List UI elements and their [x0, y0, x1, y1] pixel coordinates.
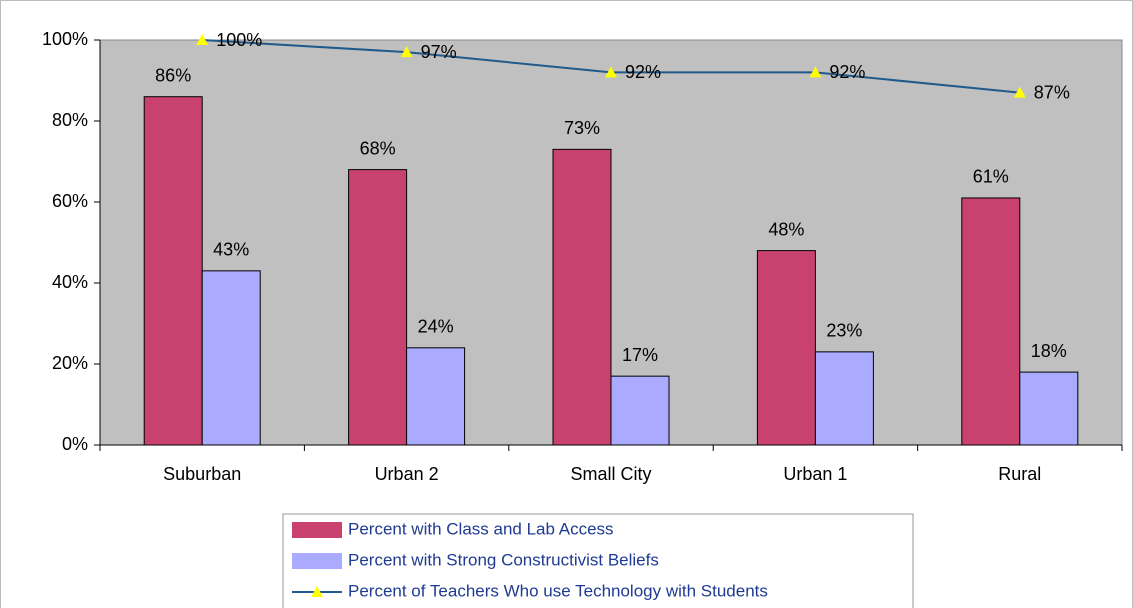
bar [552, 148, 612, 446]
line-value-label: 97% [421, 42, 457, 62]
line-value-label: 100% [216, 30, 262, 50]
x-tick-label: Urban 2 [375, 464, 439, 484]
x-tick-label: Small City [570, 464, 651, 484]
bar [143, 96, 203, 446]
bar-value-label: 86% [155, 65, 191, 85]
bar [814, 351, 874, 446]
bar [348, 169, 408, 446]
bar [201, 270, 261, 446]
bar-value-label: 18% [1031, 341, 1067, 361]
bar-value-label: 68% [360, 138, 396, 158]
y-tick-label: 20% [52, 353, 88, 373]
line-value-label: 92% [829, 62, 865, 82]
line-marker [809, 66, 822, 78]
bar [406, 347, 466, 446]
y-tick-label: 0% [62, 434, 88, 454]
line-value-label: 87% [1034, 82, 1070, 102]
y-tick-label: 80% [52, 110, 88, 130]
bar-value-label: 43% [213, 240, 249, 260]
legend-swatch [292, 522, 342, 538]
bar-value-label: 17% [622, 345, 658, 365]
line-marker [605, 66, 617, 78]
x-tick-label: Urban 1 [783, 464, 847, 484]
bar-value-label: 73% [564, 118, 600, 138]
x-tick-label: Suburban [163, 464, 241, 484]
bar [610, 375, 670, 446]
bar [961, 197, 1021, 446]
line-marker [1013, 86, 1026, 98]
y-tick-label: 100% [42, 29, 88, 49]
bar [1019, 371, 1079, 446]
bar-value-label: 23% [826, 321, 862, 341]
legend-marker [311, 586, 323, 597]
legend-label: Percent with Strong Constructivist Belie… [348, 550, 659, 569]
line-marker [196, 34, 209, 45]
bar [756, 250, 816, 446]
legend [282, 513, 914, 608]
legend-label: Percent with Class and Lab Access [348, 519, 614, 538]
bar-value-label: 24% [418, 317, 454, 337]
bar-value-label: 61% [973, 167, 1009, 187]
legend-label: Percent of Teachers Who use Technology w… [348, 581, 768, 600]
line-marker [400, 46, 413, 58]
bar-value-label: 48% [768, 219, 804, 239]
line-value-label: 92% [625, 62, 661, 82]
y-tick-label: 40% [52, 272, 88, 292]
y-tick-label: 60% [52, 191, 88, 211]
legend-swatch [292, 553, 342, 569]
x-tick-label: Rural [998, 464, 1041, 484]
